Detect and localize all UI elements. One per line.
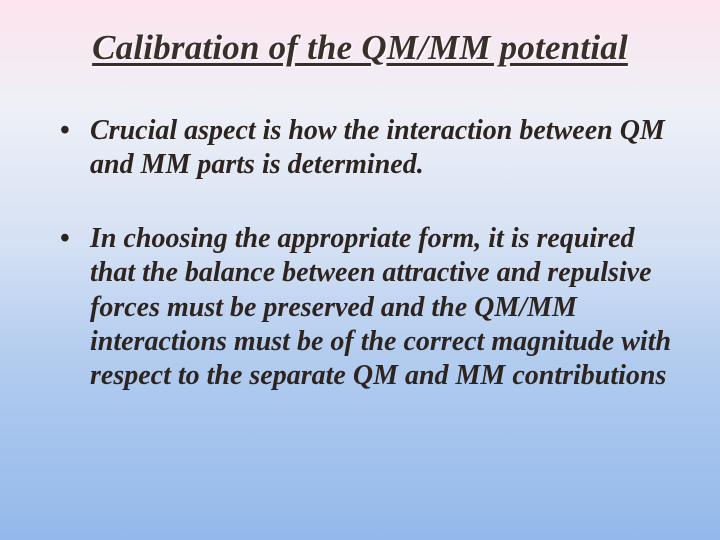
bullet-item: Crucial aspect is how the interaction be… xyxy=(60,114,672,182)
bullet-item: In choosing the appropriate form, it is … xyxy=(60,222,672,393)
slide-title: Calibration of the QM/MM potential xyxy=(48,28,672,68)
slide: Calibration of the QM/MM potential Cruci… xyxy=(0,0,720,540)
bullet-list: Crucial aspect is how the interaction be… xyxy=(48,114,672,393)
